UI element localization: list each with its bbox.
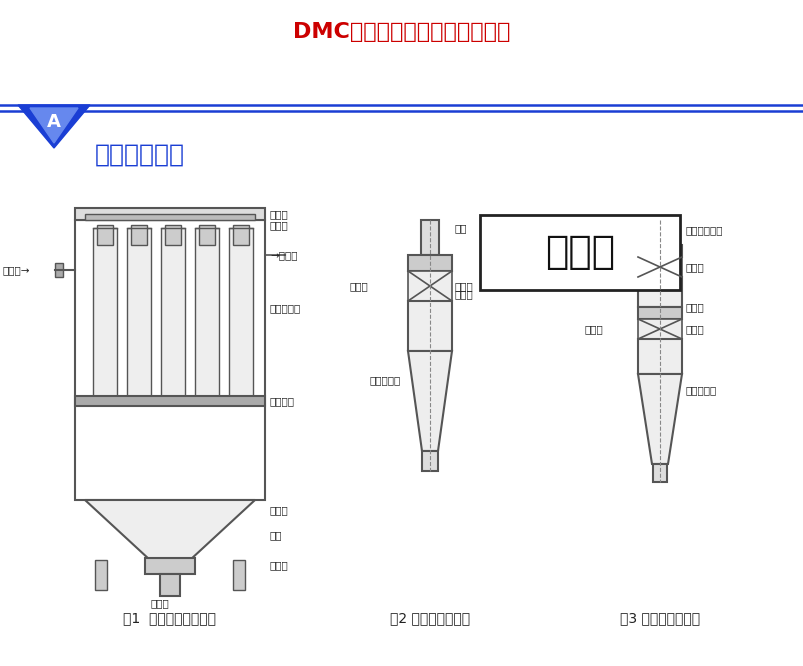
Text: A: A — [47, 113, 61, 131]
Bar — [75, 208, 265, 220]
Bar — [638, 307, 681, 319]
Text: DMC单机布袋除尘器外形结构图: DMC单机布袋除尘器外形结构图 — [293, 22, 510, 42]
Text: 旋风分离器: 旋风分离器 — [270, 303, 301, 313]
Bar — [407, 301, 451, 351]
Bar — [407, 271, 451, 301]
Text: →出风口: →出风口 — [270, 250, 297, 260]
Text: 排灰管: 排灰管 — [150, 598, 169, 608]
Bar — [638, 277, 681, 307]
Text: 支架: 支架 — [270, 530, 282, 540]
Text: 进尘口: 进尘口 — [685, 324, 704, 334]
Bar — [93, 228, 117, 402]
Polygon shape — [85, 500, 255, 560]
Polygon shape — [638, 374, 681, 464]
Polygon shape — [18, 105, 90, 148]
Bar — [85, 214, 255, 220]
Bar — [165, 225, 181, 245]
Text: 导向器: 导向器 — [454, 281, 473, 291]
Text: 导向器: 导向器 — [685, 262, 704, 272]
Text: 图2 除尘器关键部件: 图2 除尘器关键部件 — [389, 611, 470, 625]
Bar — [652, 464, 666, 482]
Bar — [638, 319, 681, 339]
Text: 进风口→: 进风口→ — [3, 265, 31, 275]
Bar — [195, 228, 218, 402]
Text: 下灰斗: 下灰斗 — [270, 505, 288, 515]
Bar — [233, 225, 249, 245]
Text: 上封盖: 上封盖 — [270, 209, 288, 219]
Bar — [422, 451, 438, 471]
Bar — [199, 225, 214, 245]
Text: 旋风分离器: 旋风分离器 — [369, 375, 401, 385]
Text: 导向器: 导向器 — [685, 302, 704, 312]
Text: 盖盖板: 盖盖板 — [270, 220, 288, 230]
Text: 图1  除尘器结构示意图: 图1 除尘器结构示意图 — [124, 611, 216, 625]
Bar — [652, 220, 666, 245]
Polygon shape — [30, 108, 78, 143]
Bar — [233, 560, 245, 590]
Bar — [638, 339, 681, 374]
Bar — [55, 263, 63, 277]
Text: 进尘口: 进尘口 — [454, 289, 473, 299]
Bar — [131, 225, 147, 245]
Bar — [479, 215, 679, 290]
Bar — [75, 220, 265, 500]
Bar — [229, 228, 253, 402]
Text: 支撑平台: 支撑平台 — [270, 396, 295, 406]
Text: 结构图: 结构图 — [544, 233, 614, 271]
Bar — [638, 245, 681, 257]
Text: 进尘口: 进尘口 — [349, 281, 369, 291]
Bar — [421, 220, 438, 255]
Bar — [160, 574, 180, 596]
Text: 芯管串联安装: 芯管串联安装 — [685, 225, 723, 235]
Polygon shape — [407, 351, 451, 451]
Bar — [161, 228, 185, 402]
Text: 锁气器: 锁气器 — [270, 560, 288, 570]
Text: 图3 芯管串联安装图: 图3 芯管串联安装图 — [619, 611, 699, 625]
Text: 旋风分离器: 旋风分离器 — [685, 385, 716, 395]
Bar — [95, 560, 107, 590]
Bar — [97, 225, 113, 245]
Bar — [127, 228, 151, 402]
Text: 芯管: 芯管 — [454, 223, 467, 233]
Bar — [407, 255, 451, 271]
Bar — [638, 257, 681, 277]
Text: 尺寸测量方法: 尺寸测量方法 — [95, 143, 185, 167]
Bar — [145, 558, 195, 574]
Bar — [75, 396, 265, 406]
Text: 进尘口: 进尘口 — [585, 324, 603, 334]
